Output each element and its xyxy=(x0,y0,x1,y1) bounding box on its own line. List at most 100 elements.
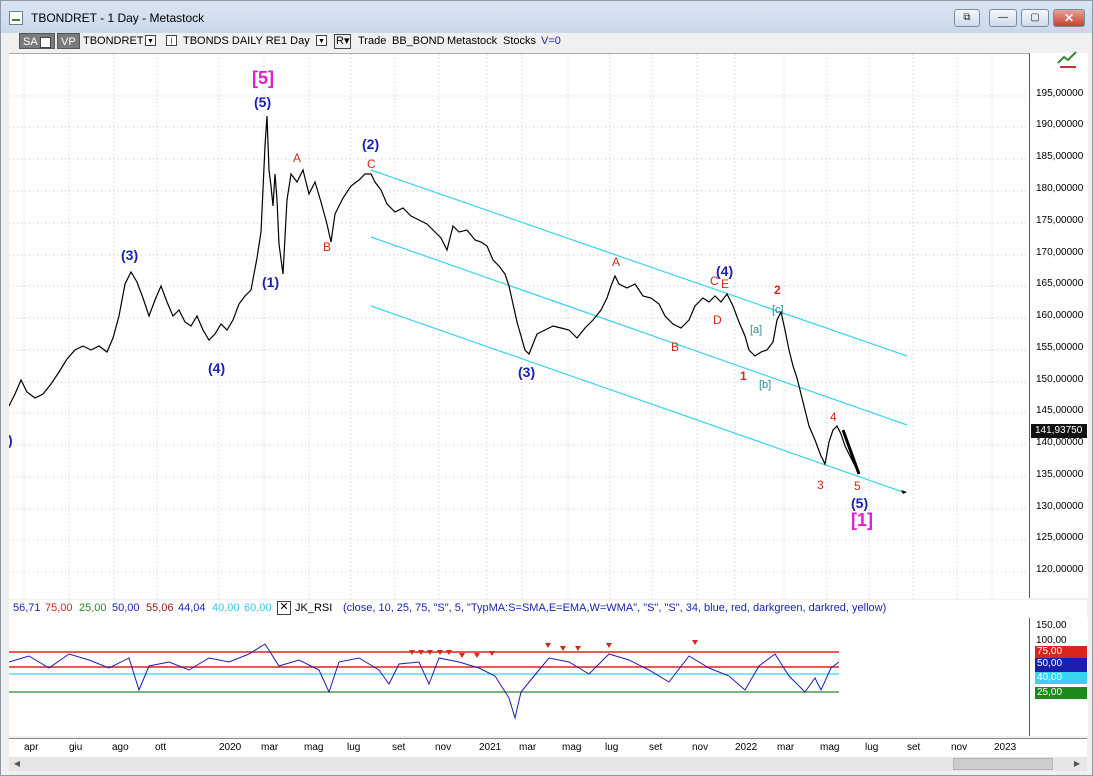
price-axis[interactable]: 195,00000 190,00000 185,00000 180,00000 … xyxy=(1029,51,1088,598)
indicator-header[interactable]: 56,71 75,00 25,00 50,00 55,06 44,04 40,0… xyxy=(9,600,1087,618)
maximize-button[interactable]: ▢ xyxy=(1021,9,1049,27)
price-tick: 145,00000 xyxy=(1036,405,1084,416)
rsi-40-value: 40,00 xyxy=(212,602,240,614)
sell-arrow xyxy=(560,646,566,651)
indicator-params: (close, 10, 25, 75, "S", 5, "TypMA:S=SMA… xyxy=(343,602,887,614)
period-dropdown-icon[interactable]: ▼ xyxy=(316,35,327,46)
wave-label-1-intermediate: (1) xyxy=(262,274,280,290)
restore-layout-button[interactable]: ⧉ xyxy=(954,9,980,27)
close-button[interactable]: ✕ xyxy=(1053,9,1085,27)
wave-label-b-2: B xyxy=(671,340,680,354)
scroll-left-icon[interactable]: ◀ xyxy=(13,759,21,768)
wave-label-1-major: [1] xyxy=(851,510,873,530)
rsi-50-tag: 50,00 xyxy=(1035,658,1087,672)
compare-icon[interactable] xyxy=(1054,47,1082,71)
sell-arrow xyxy=(575,646,581,651)
channel-end-marker xyxy=(901,490,907,494)
date-tick: ago xyxy=(112,742,129,753)
price-tick: 155,00000 xyxy=(1036,342,1084,353)
source-label: Metastock xyxy=(447,35,498,47)
wave-label-a-1: A xyxy=(293,151,302,165)
title-bar[interactable]: TBONDRET - 1 Day - Metastock ⧉ — ▢ ✕ xyxy=(1,1,1092,33)
rsi-tick: 100,00 xyxy=(1036,635,1067,646)
rsi-panel[interactable] xyxy=(9,618,1029,736)
scrollbar-thumb[interactable] xyxy=(953,758,1053,770)
sell-arrow xyxy=(692,640,698,645)
wave-label-5-major: [5] xyxy=(252,68,274,88)
price-chart[interactable]: [5] [1] (5) (3) (1) (4) (2) (3) (4) (5) … xyxy=(9,53,1029,599)
projection-line[interactable] xyxy=(841,429,861,475)
symbol-dropdown-icon[interactable]: ▼ xyxy=(145,35,156,46)
rsi-value: 56,71 xyxy=(13,602,41,614)
price-tick: 150,00000 xyxy=(1036,374,1084,385)
date-tick: ott xyxy=(155,742,167,753)
date-tick: mar xyxy=(261,742,279,753)
scroll-right-icon[interactable]: ▶ xyxy=(1073,759,1081,768)
rsi-60-value: 60,00 xyxy=(244,602,272,614)
date-tick: nov xyxy=(951,742,968,753)
chart-type-icon[interactable]: | xyxy=(166,35,177,46)
channel-lower-line[interactable] xyxy=(370,305,904,493)
gridlines xyxy=(9,54,1029,599)
date-tick: mag xyxy=(304,742,324,753)
period-field[interactable]: 1 Day xyxy=(281,35,310,47)
wave-label-3-intermediate: (3) xyxy=(121,247,139,263)
date-tick: lug xyxy=(347,742,361,753)
wave-label-a-minute: [a] xyxy=(750,324,763,336)
price-tick: 120,00000 xyxy=(1036,564,1084,575)
price-tick: 160,00000 xyxy=(1036,310,1084,321)
price-tick: 165,00000 xyxy=(1036,278,1084,289)
wave-label-b-1: B xyxy=(323,240,332,254)
horizontal-scrollbar[interactable]: ◀ ▶ xyxy=(9,757,1087,771)
date-tick: apr xyxy=(24,742,39,753)
rsi-panel-svg xyxy=(9,640,840,720)
sa-button[interactable]: SA ▼ xyxy=(19,33,56,49)
date-axis[interactable]: apr giu ago ott 2020 mar mag lug set nov… xyxy=(9,738,1087,757)
date-tick: giu xyxy=(69,742,83,753)
price-tick: 140,00000 xyxy=(1036,437,1084,448)
rescale-icon[interactable]: R▾ xyxy=(334,34,352,49)
wave-label-3b-intermediate: (3) xyxy=(518,364,536,380)
wave-label-2-minor: 2 xyxy=(774,283,781,297)
rsi-mid-value: 50,00 xyxy=(112,602,140,614)
wave-label-e-2: E xyxy=(721,277,730,291)
date-tick: nov xyxy=(435,742,452,753)
dropdown-icon[interactable]: ▼ xyxy=(40,36,52,48)
chart-app-icon xyxy=(9,11,23,25)
rsi-series-line xyxy=(9,643,840,720)
price-chart-svg xyxy=(9,54,1029,599)
close-indicator-icon[interactable]: ✕ xyxy=(277,601,291,615)
minimize-button[interactable]: — xyxy=(989,9,1017,27)
vp-button[interactable]: VP xyxy=(57,33,80,49)
wave-label-4-intermediate: (4) xyxy=(208,360,226,376)
rsi-signal-value: 44,04 xyxy=(178,602,206,614)
rsi-40-tag: 40,00 xyxy=(1035,672,1087,684)
date-tick: lug xyxy=(605,742,619,753)
symbol-field[interactable]: TBONDRET xyxy=(83,35,144,47)
last-price-tag: 141,93750 xyxy=(1031,424,1087,438)
price-series-line xyxy=(9,115,860,475)
date-tick: mag xyxy=(820,742,840,753)
sell-signals xyxy=(409,640,698,658)
sell-arrow xyxy=(427,650,433,655)
price-tick: 130,00000 xyxy=(1036,501,1084,512)
date-tick: 2021 xyxy=(479,742,502,753)
wave-label-a-2: A xyxy=(612,255,621,269)
date-tick: 2022 xyxy=(735,742,758,753)
date-tick: 2023 xyxy=(994,742,1017,753)
sell-arrow xyxy=(437,650,443,655)
stocks-label: Stocks xyxy=(503,35,537,47)
window-title: TBONDRET - 1 Day - Metastock xyxy=(31,11,205,25)
channel-upper-line[interactable] xyxy=(370,169,908,357)
channel-middle-line[interactable] xyxy=(370,236,908,426)
trend-channel[interactable] xyxy=(370,169,908,493)
wave-label-edge: ) xyxy=(9,432,13,448)
rsi-75-tag: 75,00 xyxy=(1035,646,1087,658)
wave-label-c-2: C xyxy=(710,274,719,288)
date-tick: mag xyxy=(562,742,582,753)
wave-label-5-intermediate: (5) xyxy=(254,94,272,110)
price-tick: 125,00000 xyxy=(1036,532,1084,543)
date-tick: mar xyxy=(777,742,795,753)
volume-label: V=0 xyxy=(541,35,561,47)
